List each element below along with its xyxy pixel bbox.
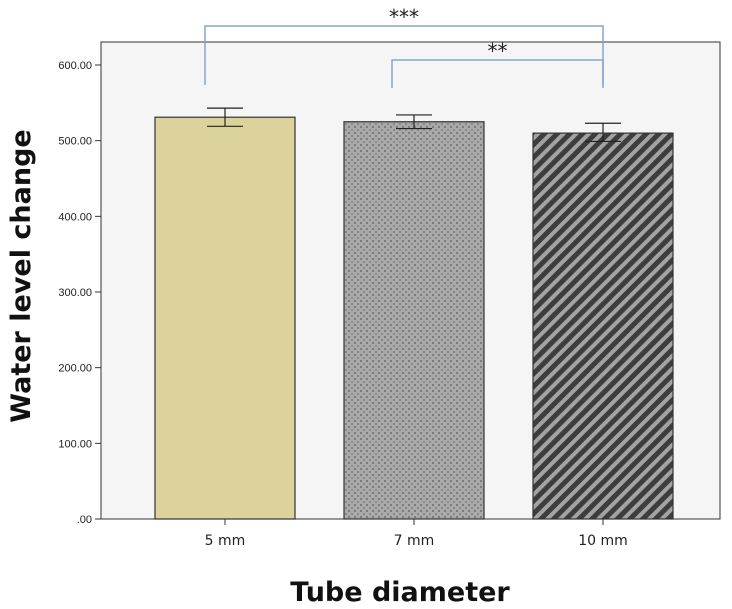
significance-label: **	[488, 39, 508, 63]
significance-bracket	[391, 59, 604, 88]
y-tick-label: 500.00	[58, 136, 92, 148]
bar	[154, 116, 296, 520]
y-tick-label: .00	[77, 514, 92, 526]
y-tick-label: 100.00	[58, 438, 92, 450]
x-tick-label: 10 mm	[578, 533, 628, 549]
bar	[343, 121, 485, 520]
x-axis-title: Tube diameter	[290, 577, 510, 608]
bar	[532, 132, 674, 520]
x-tick-label: 7 mm	[394, 533, 435, 549]
y-tick-label: 300.00	[58, 287, 92, 299]
y-tick-label: 200.00	[58, 363, 92, 375]
y-tick-label: 400.00	[58, 211, 92, 223]
significance-label: ***	[389, 5, 419, 29]
significance-bracket	[204, 25, 604, 85]
y-tick-label: 600.00	[58, 60, 92, 72]
x-tick-label: 5 mm	[205, 533, 246, 549]
y-axis-title: Water level change	[6, 129, 37, 422]
